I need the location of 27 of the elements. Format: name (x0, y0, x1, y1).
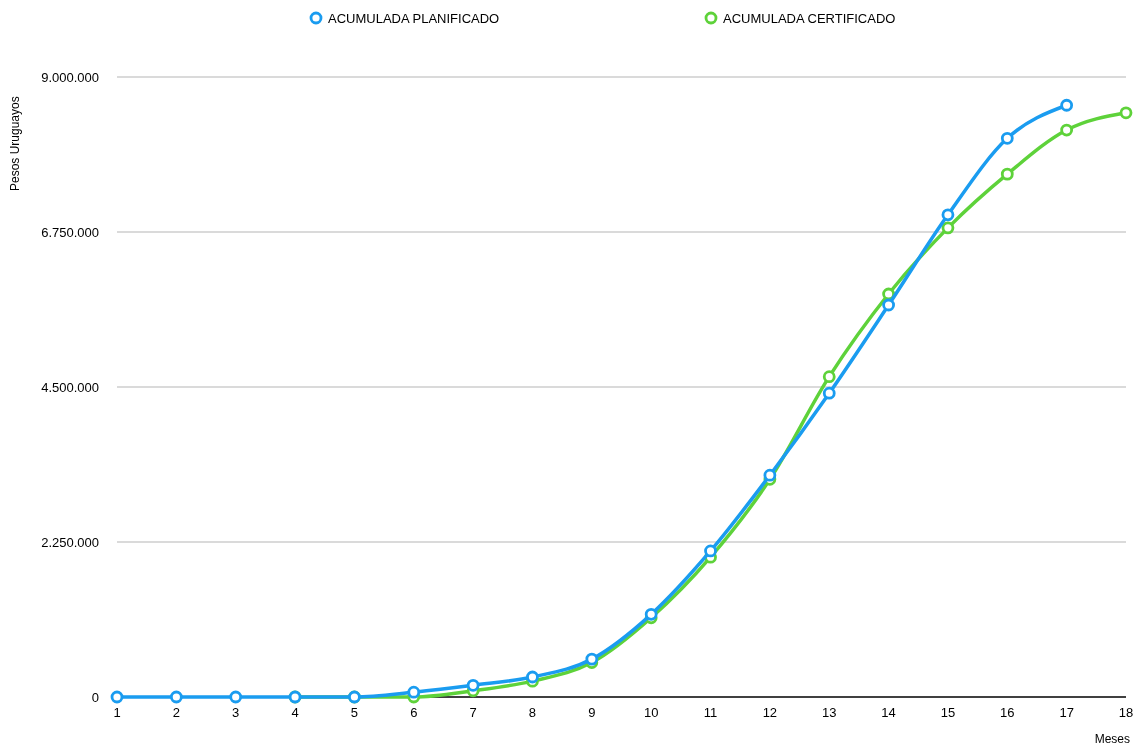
legend-label: ACUMULADA CERTIFICADO (723, 10, 896, 26)
x-tick-label: 7 (469, 705, 477, 720)
x-tick-label: 4 (291, 705, 299, 720)
x-tick-label: 17 (1059, 705, 1074, 720)
x-tick-label: 14 (881, 705, 896, 720)
x-tick-label: 6 (410, 705, 418, 720)
legend-label: ACUMULADA PLANIFICADO (328, 10, 500, 26)
x-tick-label: 12 (762, 705, 778, 720)
x-axis-title: Meses (1094, 732, 1130, 746)
x-tick-label: 10 (643, 705, 659, 720)
x-tick-label: 16 (1000, 705, 1015, 720)
y-tick-label: 4.500.000 (41, 379, 99, 395)
x-tick-label: 8 (528, 705, 537, 720)
y-tick-label: 6.750.000 (41, 224, 99, 240)
y-tick-label: 0 (91, 689, 99, 705)
x-tick-label: 18 (1118, 705, 1134, 720)
x-tick-label: 3 (232, 705, 240, 720)
x-tick-label: 11 (703, 705, 718, 720)
x-tick-label: 5 (350, 705, 359, 720)
x-tick-label: 15 (940, 705, 956, 720)
y-axis-title: Pesos Uruguayos (8, 96, 22, 191)
x-tick-label: 2 (172, 705, 180, 720)
y-tick-label: 2.250.000 (41, 534, 99, 550)
y-tick-label: 9.000.000 (41, 69, 99, 85)
x-tick-label: 9 (588, 705, 596, 720)
x-tick-label: 13 (822, 705, 837, 720)
x-tick-label: 1 (113, 705, 121, 720)
